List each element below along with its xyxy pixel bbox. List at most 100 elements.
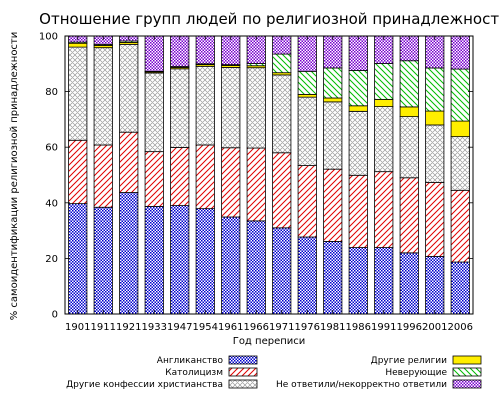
bar-1947-series-0 [170,205,190,315]
bar-1911-series-1 [93,144,113,208]
bar-1976-series-0 [297,236,317,315]
bar-2001-series-0 [425,256,445,315]
bar-1981-series-2 [323,101,343,170]
bar-1976-series-5 [297,35,317,72]
bar-1966-series-5 [246,35,266,64]
bar-1921-series-1 [119,131,139,193]
plot-area: 1901 1911 1921 1933 1947 1954 1961 1966 1971 1976… [39,32,474,333]
legend-swatch-3 [452,355,482,365]
bar-1981-series-1 [323,168,343,242]
bar-1996-series-1 [399,177,419,254]
bar-1947-series-2 [170,68,190,148]
bar-2006-series-1 [450,189,470,263]
legend: Англиканство Католицизм Другие конфессии х… [66,355,482,390]
bar-1986-series-4 [348,70,368,107]
bar-1901-series-0 [68,203,88,315]
bar-1971-series-1 [272,152,292,229]
bar-1981-series-3 [323,97,343,103]
x-tick-label: 1954 [193,322,218,333]
bar-2006-series-5 [450,35,470,70]
bar-1991-series-0 [374,247,394,315]
bar-1996-series-3 [399,106,419,118]
bar-1954-series-2 [195,65,215,146]
bar-1954-series-0 [195,208,215,315]
y-tick-label: 0 [52,310,58,321]
x-tick-label: 1976 [295,322,320,333]
y-tick-label: 20 [45,254,58,265]
bar-1911-series-2 [93,47,113,146]
x-tick-label: 1901 [65,322,90,333]
x-tick-label: 1981 [320,322,345,333]
legend-label-0: Англиканство [157,356,224,366]
bar-1996-series-2 [399,116,419,179]
x-tick-label: 1991 [371,322,396,333]
bar-1986-series-0 [348,247,368,315]
bar-1971-series-0 [272,227,292,315]
bar-2001-series-3 [425,110,445,126]
x-tick-label: 2006 [448,322,473,333]
bar-1986-series-5 [348,35,368,71]
bar-1991-series-1 [374,171,394,248]
legend-swatch-4 [452,367,482,377]
bar-2001-series-4 [425,67,445,112]
y-tick-label: 100 [39,32,58,43]
x-tick-label: 1966 [244,322,269,333]
bar-1991-series-2 [374,106,394,173]
y-tick-label: 40 [45,198,58,209]
x-tick-label: 1996 [397,322,422,333]
bar-1986-series-1 [348,174,368,248]
bar-1961-series-5 [221,35,241,66]
bar-1991-series-4 [374,63,394,100]
bar-1971-series-4 [272,53,292,74]
y-axis-label: % самоидентификации религиозной принадле… [9,32,20,321]
bar-1981-series-5 [323,35,343,69]
bar-1971-series-2 [272,74,292,154]
bar-1901-series-3 [68,42,88,48]
legend-swatch-0 [228,355,258,365]
bar-1991-series-3 [374,98,394,108]
bar-1981-series-4 [323,67,343,99]
bar-1991-series-5 [374,35,394,64]
bar-1947-series-1 [170,147,190,206]
bar-1954-series-1 [195,144,215,210]
bar-1986-series-3 [348,105,368,112]
bar-1976-series-1 [297,165,317,238]
plot-frame [64,35,474,315]
bar-1901-series-2 [68,46,88,141]
legend-label-1: Католицизм [165,368,223,378]
legend-label-4: Неверующие [385,368,447,378]
bar-1921-series-0 [119,192,139,315]
bar-1976-series-4 [297,70,317,95]
bar-1933-series-1 [144,151,164,207]
bar-1996-series-4 [399,60,419,108]
bar-1954-series-5 [195,35,215,65]
bar-1966-series-2 [246,67,266,149]
x-axis-label: Год переписи [233,336,306,347]
bar-1921-series-2 [119,43,139,133]
legend-label-3: Другие религии [371,356,447,366]
bar-2006-series-0 [450,261,470,315]
bar-1976-series-2 [297,96,317,166]
bar-2001-series-2 [425,124,445,183]
y-tick-label: 80 [45,87,58,98]
legend-swatch-5 [452,379,482,389]
chart-title: Отношение групп людей по религиозной при… [39,10,500,28]
legend-label-2: Другие конфессии христианства [66,380,223,390]
legend-swatch-1 [228,367,258,377]
bar-1986-series-2 [348,110,368,176]
bar-1961-series-1 [221,147,241,218]
bar-1996-series-0 [399,252,419,315]
bar-2006-series-4 [450,68,470,122]
x-tick-label: 1971 [269,322,294,333]
x-tick-label: 1933 [142,322,167,333]
bar-1911-series-0 [93,206,113,315]
bar-1981-series-0 [323,241,343,315]
bar-1947-series-5 [170,35,190,67]
bar-2001-series-1 [425,182,445,257]
x-tick-label: 1911 [91,322,116,333]
bar-1961-series-2 [221,67,241,149]
bar-1933-series-0 [144,206,164,315]
bar-1966-series-0 [246,220,266,315]
y-tick-label: 60 [45,143,58,154]
